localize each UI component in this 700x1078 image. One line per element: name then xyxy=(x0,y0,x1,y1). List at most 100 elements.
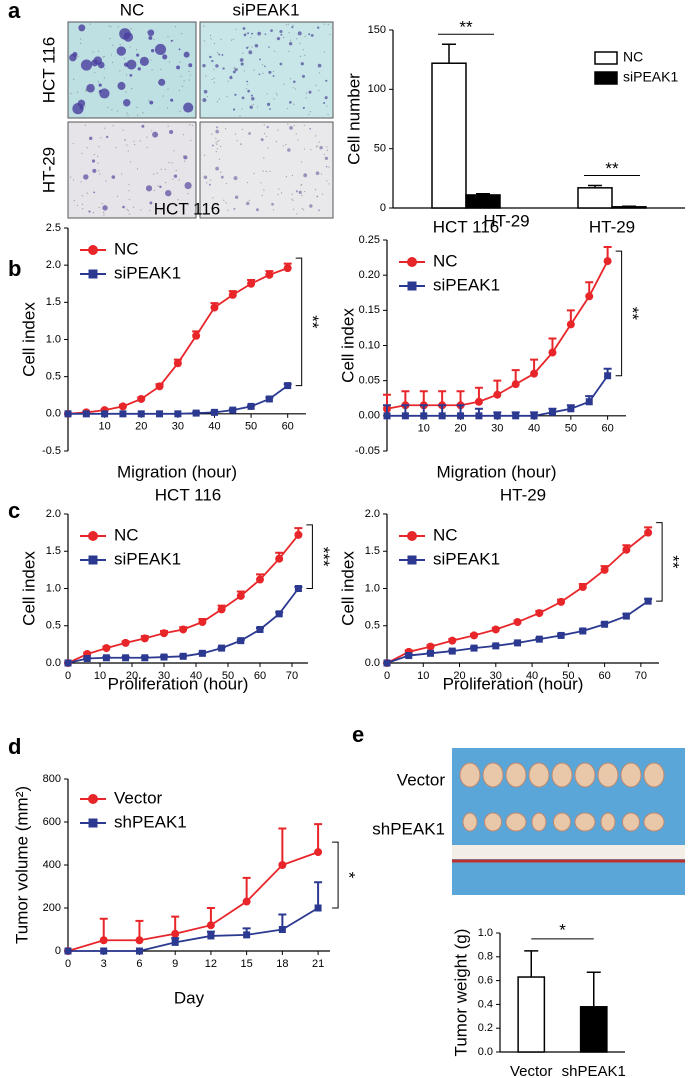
cell xyxy=(264,33,267,35)
y-tick-label: 0.0 xyxy=(365,657,380,669)
pore xyxy=(148,99,150,101)
pore xyxy=(127,210,129,212)
pore xyxy=(155,134,157,136)
pore xyxy=(263,157,265,159)
tumor xyxy=(622,812,640,832)
marker xyxy=(470,644,478,652)
pore xyxy=(73,59,75,61)
error-bar xyxy=(278,827,287,865)
marker xyxy=(622,545,631,554)
panel-label: d xyxy=(8,734,21,759)
cell xyxy=(216,126,219,129)
pore xyxy=(110,25,112,28)
cell xyxy=(251,32,254,35)
marker xyxy=(578,583,587,592)
column-label: siPEAK1 xyxy=(232,0,299,19)
cell xyxy=(268,70,272,74)
row-label: Vector xyxy=(397,770,446,789)
pore xyxy=(328,166,330,168)
marker xyxy=(179,625,188,634)
pore xyxy=(160,68,162,70)
legend-label: siPEAK1 xyxy=(114,263,181,282)
pore xyxy=(292,87,294,89)
marker xyxy=(243,931,251,939)
pore xyxy=(81,195,83,197)
cell xyxy=(129,73,133,77)
pore xyxy=(323,23,326,25)
pore xyxy=(304,191,306,193)
marker xyxy=(118,402,127,411)
row-label: shPEAK1 xyxy=(372,819,445,838)
pore xyxy=(216,148,218,150)
legend-swatch xyxy=(594,71,618,85)
pore xyxy=(290,39,292,41)
cell xyxy=(291,26,294,29)
pore xyxy=(119,70,121,72)
cell xyxy=(257,31,262,36)
error-bar xyxy=(314,823,323,853)
pore xyxy=(291,174,294,177)
pore xyxy=(177,199,179,201)
y-tick-label: 0.8 xyxy=(478,951,493,963)
error-bar xyxy=(476,193,490,195)
pore xyxy=(119,43,121,46)
pore xyxy=(188,79,190,81)
pore xyxy=(157,185,159,187)
pore xyxy=(261,194,263,196)
cell xyxy=(250,94,253,97)
y-tick-label: 600 xyxy=(43,816,61,828)
pore xyxy=(102,56,104,58)
pore xyxy=(187,204,189,206)
cell xyxy=(287,148,291,152)
cell xyxy=(248,132,251,135)
pore xyxy=(309,111,312,113)
legend-marker xyxy=(88,794,98,804)
pore xyxy=(127,114,129,116)
pore xyxy=(167,125,169,127)
legend-label: siPEAK1 xyxy=(623,69,678,85)
cell xyxy=(117,81,126,90)
cell xyxy=(215,166,219,171)
tumor xyxy=(484,812,502,832)
pore xyxy=(182,155,185,157)
pore xyxy=(320,173,322,175)
cell xyxy=(136,53,140,57)
pore xyxy=(112,125,114,127)
legend-marker xyxy=(88,245,98,255)
pore xyxy=(205,75,207,77)
pore xyxy=(184,160,186,162)
marker xyxy=(171,938,179,946)
pore xyxy=(278,188,280,190)
panel-label: e xyxy=(352,722,364,747)
x-tick-label: 50 xyxy=(245,421,257,433)
cell xyxy=(79,105,84,110)
pore xyxy=(86,147,88,149)
x-tick-label: 10 xyxy=(94,670,106,682)
marker xyxy=(198,649,206,657)
pore xyxy=(301,161,303,163)
cell xyxy=(289,126,293,130)
pore xyxy=(182,134,185,136)
marker xyxy=(237,637,245,645)
marker xyxy=(535,635,543,643)
pore xyxy=(107,106,109,109)
x-tick-label: Vector xyxy=(510,1063,553,1078)
pore xyxy=(215,137,217,140)
cell xyxy=(309,127,312,130)
cell xyxy=(234,93,237,96)
tumor xyxy=(531,812,547,832)
pore xyxy=(295,38,298,40)
pore xyxy=(121,173,123,175)
x-tick-label: 12 xyxy=(205,958,217,970)
legend-marker xyxy=(88,555,98,565)
cell xyxy=(234,68,238,72)
row-label: HCT 116 xyxy=(39,37,58,103)
pore xyxy=(181,33,183,35)
y-tick-label: 0.4 xyxy=(478,998,493,1010)
legend-label: shPEAK1 xyxy=(114,812,187,831)
cell xyxy=(69,53,77,62)
pore xyxy=(276,94,278,96)
pore xyxy=(115,147,117,149)
pore xyxy=(146,136,148,138)
marker xyxy=(383,659,391,667)
